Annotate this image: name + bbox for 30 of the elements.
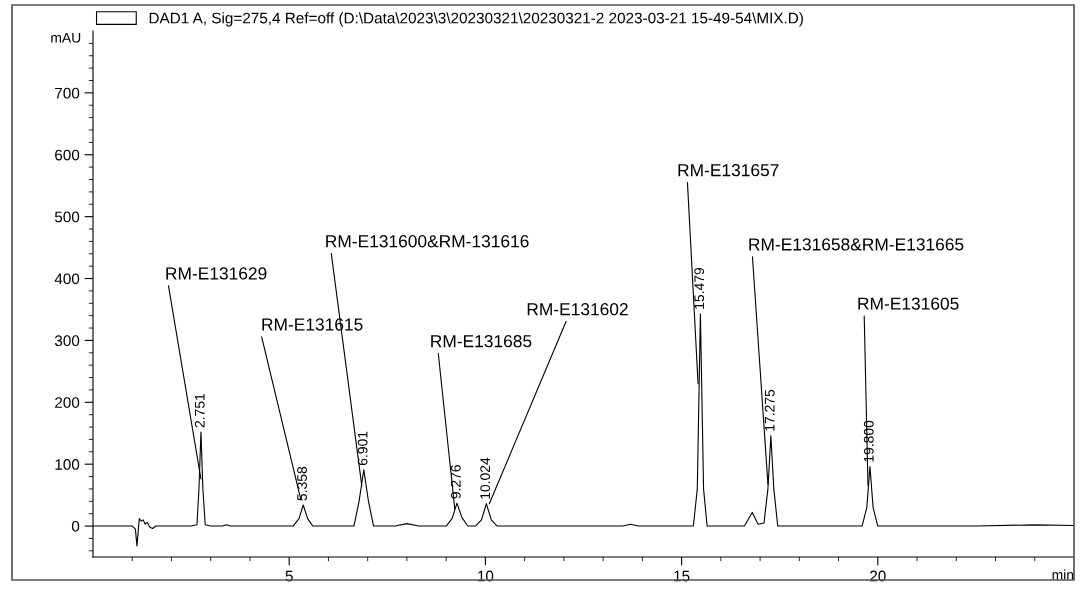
y-tick-label: 300	[54, 335, 80, 347]
annotation: RM-E131602	[527, 303, 628, 316]
annotation: RM-E131629	[166, 267, 267, 280]
annotation: RM-E131685	[431, 335, 532, 348]
annotation: 17.275	[764, 389, 775, 431]
y-tick-label: 500	[54, 211, 80, 223]
x-tick-label: 15	[674, 570, 690, 582]
x-tick-label: 5	[285, 570, 293, 582]
annotation: 10.024	[480, 457, 491, 499]
annotation: RM-E131658&RM-E131665	[749, 238, 964, 251]
y-tick-label: 600	[55, 149, 80, 161]
annotation: 15.479	[694, 267, 705, 309]
x-tick-label: 20	[870, 570, 886, 582]
x-axis-title: min	[1052, 569, 1074, 580]
y-tick-label: 0	[71, 520, 80, 532]
y-tick-label: 400	[54, 273, 80, 285]
annotation: RM-E131657	[678, 164, 779, 177]
annotation: 19.800	[863, 420, 874, 462]
annotation: 9.276	[450, 465, 461, 499]
y-tick-label: 100	[55, 459, 80, 470]
annotation: 2.751	[194, 393, 205, 428]
y-axis-title: mAU	[51, 32, 81, 43]
x-tick-label: 10	[478, 570, 494, 582]
annotation: RM-E131605	[858, 297, 959, 310]
annotation: 6.901	[357, 431, 368, 466]
annotation: 5.358	[297, 466, 307, 501]
legend-label: DAD1 A, Sig=275,4 Ref=off (D:\Data\2023\3\20230321\20230321-2 2023-03-21 15-49-54\MIX.D)	[149, 12, 803, 27]
y-tick-label: 200	[55, 397, 80, 408]
y-tick-label: 700	[55, 87, 80, 99]
annotation: RM-E131600&RM-131616	[326, 235, 529, 248]
